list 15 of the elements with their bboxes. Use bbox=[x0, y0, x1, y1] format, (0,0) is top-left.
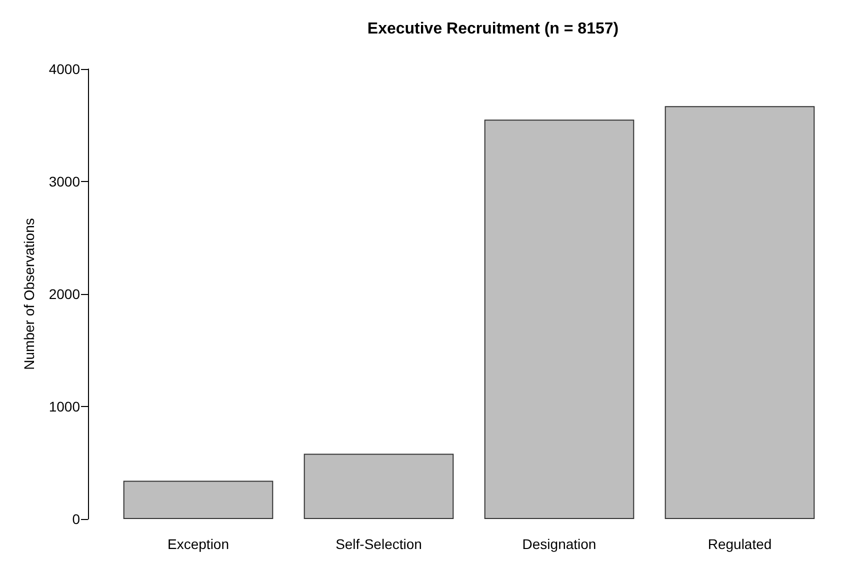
y-tick-label: 3000 bbox=[48, 174, 80, 190]
x-tick-label: Regulated bbox=[708, 536, 772, 552]
x-tick-label: Exception bbox=[168, 536, 229, 552]
chart-title: Executive Recruitment (n = 8157) bbox=[367, 20, 619, 38]
y-tick-label: 1000 bbox=[48, 398, 80, 414]
y-axis-title: Number of Observations bbox=[21, 218, 37, 370]
x-tick-label: Designation bbox=[522, 536, 596, 552]
y-tick-label: 0 bbox=[72, 511, 80, 527]
y-tick-label: 4000 bbox=[48, 61, 80, 77]
y-tick-label: 2000 bbox=[48, 286, 80, 302]
bar bbox=[123, 480, 274, 519]
bar bbox=[664, 106, 815, 519]
bar bbox=[304, 454, 454, 519]
x-tick-label: Self-Selection bbox=[336, 536, 422, 552]
bar bbox=[484, 120, 634, 519]
